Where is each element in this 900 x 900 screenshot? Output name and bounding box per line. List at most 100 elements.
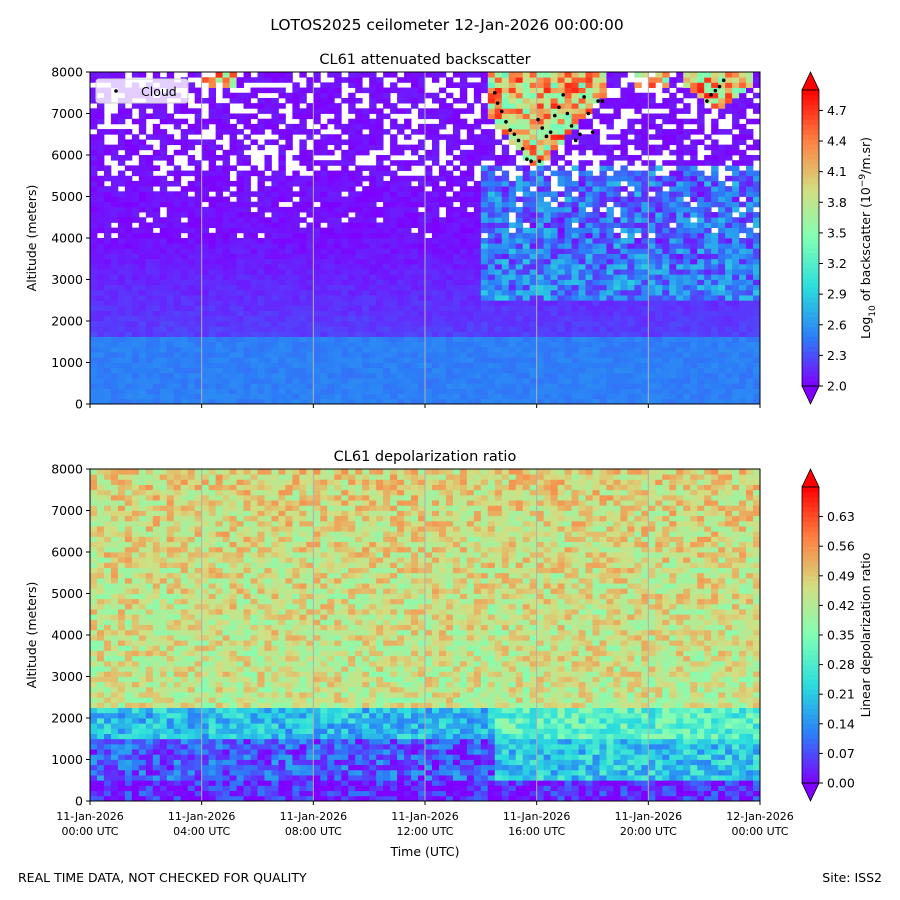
cloud-point — [578, 132, 582, 137]
y-tick-label: 8000 — [51, 65, 83, 80]
depolarization-field — [90, 469, 761, 802]
y-tick-label: 7000 — [51, 503, 83, 518]
colorbar-tick-label: 0.35 — [827, 628, 855, 643]
colorbar-tick-label: 3.8 — [827, 195, 847, 210]
cloud-point — [717, 84, 722, 89]
x-tick-date-label: 11-Jan-2026 — [391, 810, 459, 823]
x-tick-time-label: 00:00 UTC — [731, 825, 788, 838]
cloud-point — [512, 132, 517, 137]
cloud-point — [529, 159, 533, 164]
y-tick-label: 5000 — [51, 189, 83, 204]
cloud-point — [582, 95, 586, 99]
y-tick-label: 3000 — [51, 272, 83, 287]
y-tick-label: 2000 — [51, 711, 83, 726]
depolarization-y-axis-label: Altitude (meters) — [24, 582, 39, 689]
colorbar-tick-label: 3.2 — [827, 256, 847, 271]
y-tick-label: 6000 — [51, 148, 83, 163]
cloud-point — [565, 111, 570, 116]
x-tick-date-label: 11-Jan-2026 — [56, 810, 124, 823]
colorbar-frame — [801, 89, 820, 387]
cloud-point — [713, 88, 718, 93]
cloud-detections — [492, 78, 726, 164]
backscatter-title: CL61 attenuated backscatter — [319, 52, 530, 68]
depolarization-colorbar-label: Linear depolarization ratio — [858, 553, 873, 718]
x-tick-time-label: 20:00 UTC — [620, 825, 677, 838]
cloud-point — [525, 157, 529, 161]
y-tick-label: 4000 — [51, 628, 83, 643]
cloud-point — [721, 78, 726, 83]
x-tick-date-label: 11-Jan-2026 — [168, 810, 236, 823]
cloud-point — [544, 134, 549, 139]
colorbar-tick-label: 2.0 — [827, 379, 847, 394]
colorbar-extend-max — [801, 71, 820, 91]
backscatter-colorbar: 2.0 2.3 2.6 2.9 3.2 3.5 3.8 4.1 4.4 4.7 — [801, 71, 847, 405]
colorbar-gradient — [802, 90, 819, 387]
x-tick-time-label: 08:00 UTC — [285, 825, 342, 838]
y-tick-label: 4000 — [51, 231, 83, 246]
colorbar-tick-label: 4.1 — [827, 164, 847, 179]
backscatter-plot-area: 0 1000 2000 3000 4000 5000 6000 7000 8000 — [51, 65, 761, 412]
cloud-point — [709, 93, 713, 97]
y-tick-label: 2000 — [51, 314, 83, 329]
colorbar-tick-label: 0.56 — [827, 539, 855, 554]
colorbar-tick-label: 4.4 — [827, 134, 847, 149]
colorbar-tick-label: 4.7 — [827, 103, 847, 118]
cloud-point — [492, 90, 497, 95]
x-tick-date-label: 11-Jan-2026 — [503, 810, 571, 823]
colorbar-gradient — [802, 487, 819, 784]
colorbar-tick-label: 0.63 — [827, 509, 855, 524]
colorbar-tick-label: 0.21 — [827, 687, 855, 702]
colorbar-extend-min — [801, 385, 820, 405]
colorbar-tick-label: 2.6 — [827, 317, 847, 332]
cloud-point — [573, 138, 578, 143]
cloud-point — [499, 109, 504, 114]
colorbar-tick-label: 0.14 — [827, 716, 855, 731]
depolarization-colorbar: 0.00 0.07 0.14 0.21 0.28 0.35 0.42 0.49 0.56 0.63 — [801, 468, 855, 802]
y-tick-label: 0 — [75, 794, 83, 809]
legend-box — [95, 78, 189, 104]
x-tick-date-label: 11-Jan-2026 — [280, 810, 348, 823]
colorbar-tick-label: 3.5 — [827, 225, 847, 240]
cloud-point — [590, 130, 595, 134]
colorbar-tick-label: 2.9 — [827, 287, 847, 302]
colorbar-extend-max — [801, 468, 820, 488]
cloud-legend: Cloud — [95, 78, 189, 104]
cloud-point — [596, 99, 600, 103]
legend-cloud-label: Cloud — [141, 84, 177, 99]
cloud-point — [586, 111, 591, 116]
x-tick-time-label: 16:00 UTC — [508, 825, 565, 838]
cloud-point — [600, 99, 605, 103]
cloud-point — [508, 128, 512, 132]
x-tick-date-label: 12-Jan-2026 — [726, 810, 794, 823]
y-tick-label: 7000 — [51, 106, 83, 121]
site-label: Site: ISS2 — [822, 870, 882, 885]
colorbar-tick-label: 0.00 — [827, 776, 855, 791]
cloud-point — [569, 124, 574, 128]
cloud-point — [516, 138, 521, 143]
colorbar-tick-label: 0.49 — [827, 568, 855, 583]
backscatter-field — [90, 72, 761, 405]
cloud-point — [495, 101, 500, 105]
x-tick-date-label: 11-Jan-2026 — [615, 810, 683, 823]
cloud-point — [540, 126, 545, 130]
y-tick-label: 8000 — [51, 462, 83, 477]
cloud-point — [553, 113, 557, 118]
quality-disclaimer: REAL TIME DATA, NOT CHECKED FOR QUALITY — [18, 870, 307, 885]
y-tick-label: 1000 — [51, 752, 83, 767]
colorbar-tick-label: 0.28 — [827, 657, 855, 672]
depolarization-title: CL61 depolarization ratio — [334, 449, 517, 465]
colorbar-tick-label: 2.3 — [827, 348, 847, 363]
cloud-point — [504, 120, 508, 124]
x-tick-time-label: 04:00 UTC — [173, 825, 230, 838]
cloud-point — [561, 93, 565, 97]
x-tick-time-label: 12:00 UTC — [396, 825, 453, 838]
backscatter-panel: CL61 attenuated backscatter 0 1000 2000 300… — [24, 52, 878, 412]
cloud-point — [548, 130, 553, 134]
colorbar-tick-label: 0.42 — [827, 598, 855, 613]
depolarization-panel: CL61 depolarization ratio 0 1000 2000 3000 4… — [24, 449, 873, 859]
y-tick-label: 3000 — [51, 669, 83, 684]
colorbar-extend-min — [801, 782, 820, 802]
backscatter-y-axis-label: Altitude (meters) — [24, 185, 39, 292]
y-tick-label: 5000 — [51, 586, 83, 601]
